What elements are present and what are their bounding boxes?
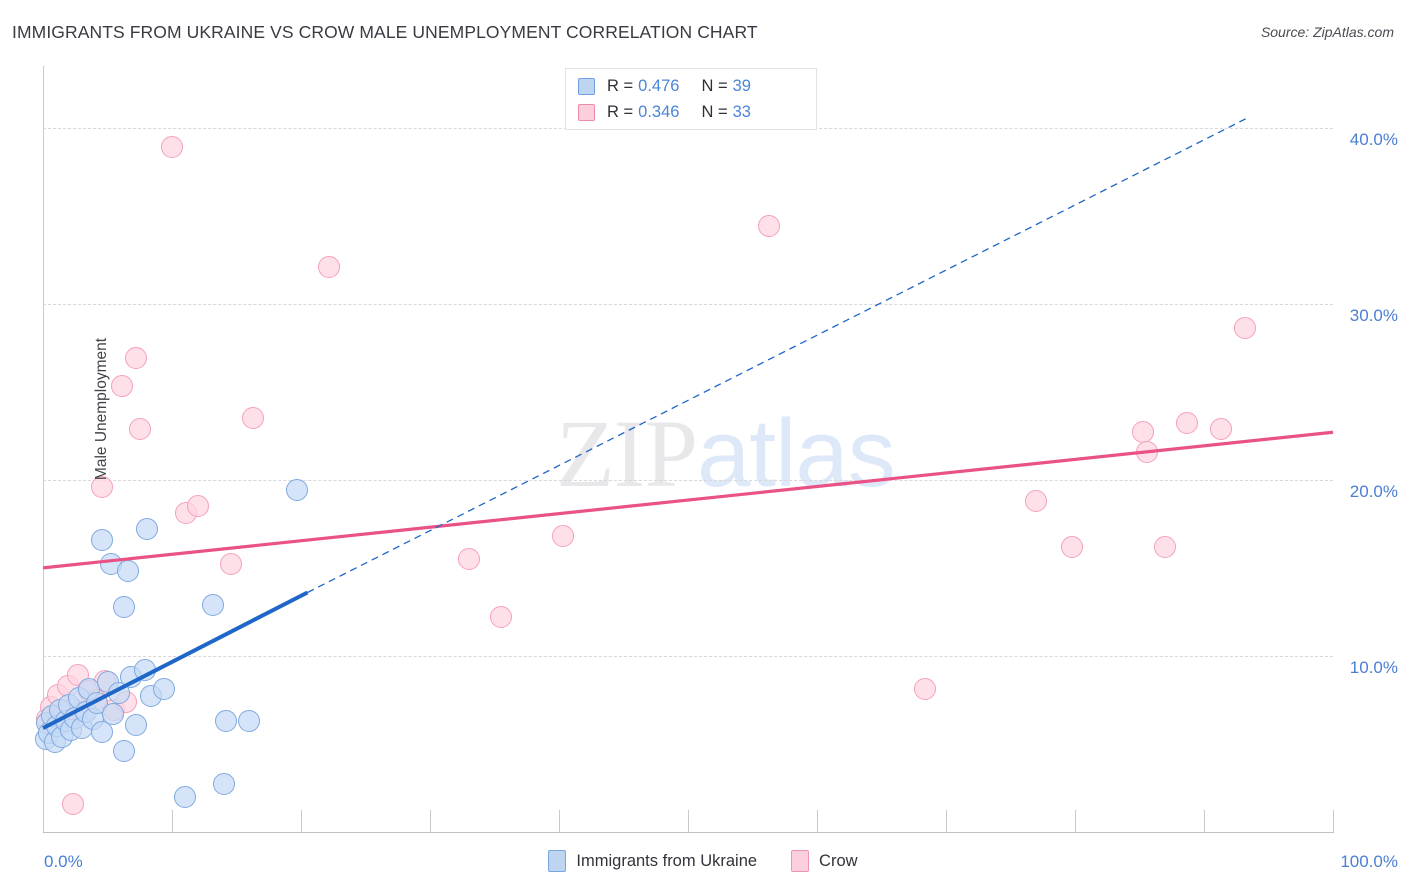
legend-r-label-blue: R = <box>607 76 634 95</box>
scatter-point[interactable] <box>318 255 341 278</box>
scatter-point[interactable] <box>113 739 136 762</box>
x-tick-mark <box>43 810 44 832</box>
scatter-point[interactable] <box>286 479 309 502</box>
scatter-point[interactable] <box>1154 535 1177 558</box>
x-axis-max-label: 100.0% <box>1340 852 1398 871</box>
scatter-point[interactable] <box>117 560 140 583</box>
gridline-300 <box>43 303 1333 305</box>
legend-r-value-pink: 0.346 <box>638 102 680 121</box>
gridline-200 <box>43 479 1333 481</box>
scatter-point[interactable] <box>758 215 781 238</box>
series-legend-item-ukraine[interactable]: Immigrants from Ukraine <box>548 850 757 872</box>
series-legend-item-crow[interactable]: Crow <box>791 850 858 872</box>
x-tick-mark <box>688 810 689 832</box>
source-label: Source: ZipAtlas.com <box>1260 24 1394 40</box>
scatter-point[interactable] <box>457 548 480 571</box>
scatter-point[interactable] <box>186 495 209 518</box>
x-tick-mark <box>817 810 818 832</box>
legend-n-label-blue: N = <box>701 76 728 95</box>
scatter-point[interactable] <box>1025 489 1048 512</box>
scatter-point[interactable] <box>489 606 512 629</box>
legend-r-value-blue: 0.476 <box>638 76 680 95</box>
series-legend: Immigrants from Ukraine Crow <box>0 850 1406 872</box>
scatter-point[interactable] <box>136 518 159 541</box>
scatter-point[interactable] <box>551 525 574 548</box>
x-tick-mark <box>946 810 947 832</box>
legend-n-value-pink: 33 <box>732 102 751 121</box>
scatter-point[interactable] <box>1209 417 1232 440</box>
x-tick-mark <box>430 810 431 832</box>
scatter-point[interactable] <box>202 593 225 616</box>
scatter-point[interactable] <box>1136 440 1159 463</box>
plot-area <box>34 66 1333 832</box>
x-tick-mark <box>1333 810 1334 832</box>
scatter-point[interactable] <box>173 785 196 808</box>
legend-r-label-pink: R = <box>607 102 634 121</box>
scatter-point[interactable] <box>133 658 156 681</box>
legend-n-value-blue: 39 <box>732 76 751 95</box>
scatter-point[interactable] <box>238 710 261 733</box>
scatter-point[interactable] <box>1234 317 1257 340</box>
series-swatch-pink-icon <box>791 850 810 872</box>
series-label-ukraine: Immigrants from Ukraine <box>576 851 758 870</box>
scatter-point[interactable] <box>220 553 243 576</box>
scatter-point[interactable] <box>1132 421 1155 444</box>
y-tick-label: 10.0% <box>1349 657 1398 677</box>
scatter-point[interactable] <box>1061 535 1084 558</box>
y-tick-label: 20.0% <box>1349 481 1398 501</box>
series-swatch-blue-icon <box>548 850 567 872</box>
scatter-point[interactable] <box>212 773 235 796</box>
scatter-point[interactable] <box>61 792 84 815</box>
scatter-point[interactable] <box>242 407 265 430</box>
x-axis-line <box>43 832 1334 833</box>
scatter-point[interactable] <box>914 678 937 701</box>
scatter-point[interactable] <box>124 713 147 736</box>
page-title: IMMIGRANTS FROM UKRAINE VS CROW MALE UNE… <box>12 22 758 42</box>
scatter-point[interactable] <box>101 703 124 726</box>
scatter-point[interactable] <box>113 595 136 618</box>
scatter-point[interactable] <box>110 375 133 398</box>
scatter-point[interactable] <box>161 136 183 158</box>
x-tick-mark <box>559 810 560 832</box>
y-tick-label: 40.0% <box>1349 129 1398 149</box>
scatter-point[interactable] <box>128 417 151 440</box>
correlation-legend: R = 0.476 N = 39 R = 0.346 N = 33 <box>565 68 817 130</box>
x-tick-mark <box>1204 810 1205 832</box>
y-tick-label: 30.0% <box>1349 305 1398 325</box>
y-axis-title: Male Unemployment <box>93 337 110 481</box>
x-axis-min-label: 0.0% <box>44 852 83 871</box>
legend-swatch-pink-icon <box>578 103 595 121</box>
legend-swatch-blue-icon <box>578 77 595 95</box>
scatter-point[interactable] <box>153 678 176 701</box>
scatter-point[interactable] <box>215 710 238 733</box>
x-tick-mark <box>172 810 173 832</box>
scatter-point[interactable] <box>91 528 114 551</box>
legend-n-label-pink: N = <box>701 102 728 121</box>
gridline-100 <box>43 655 1333 657</box>
scatter-point[interactable] <box>1176 412 1199 435</box>
x-tick-mark <box>1075 810 1076 832</box>
legend-row-blue: R = 0.476 N = 39 <box>578 73 804 99</box>
scatter-point[interactable] <box>124 347 147 370</box>
series-label-crow: Crow <box>819 851 858 870</box>
x-tick-mark <box>301 810 302 832</box>
legend-row-pink: R = 0.346 N = 33 <box>578 99 804 125</box>
